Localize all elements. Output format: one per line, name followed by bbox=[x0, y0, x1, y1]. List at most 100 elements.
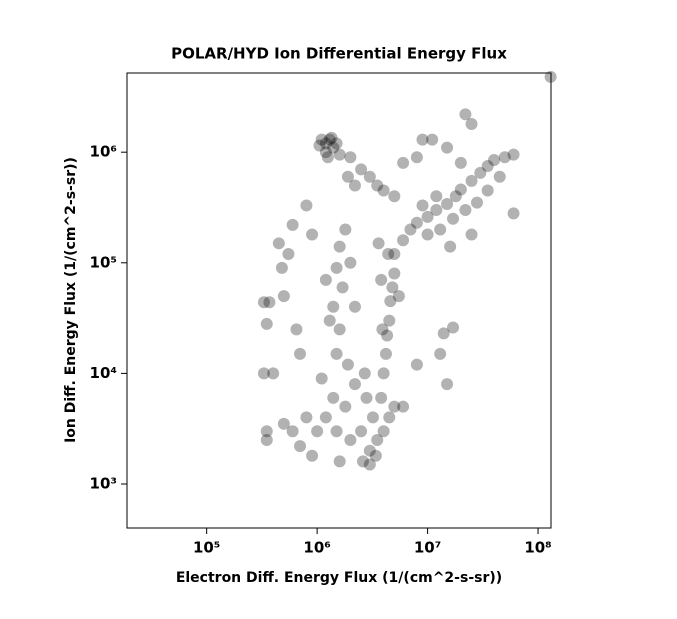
scatter-point bbox=[465, 174, 478, 187]
x-tick-label: 10⁵ bbox=[193, 539, 220, 557]
scatter-point bbox=[282, 248, 295, 261]
scatter-point bbox=[421, 210, 434, 223]
scatter-point bbox=[386, 281, 399, 294]
scatter-point bbox=[383, 314, 396, 327]
scatter-point bbox=[498, 151, 511, 164]
scatter-point bbox=[459, 204, 472, 217]
scatter-point bbox=[474, 166, 487, 179]
scatter-point bbox=[348, 378, 361, 391]
scatter-point bbox=[454, 183, 467, 196]
scatter-point bbox=[333, 148, 346, 161]
scatter-point bbox=[376, 323, 389, 336]
scatter-point bbox=[465, 228, 478, 241]
scatter-point bbox=[358, 367, 371, 380]
scatter-point bbox=[272, 237, 285, 250]
scatter-point bbox=[441, 198, 454, 211]
scatter-point bbox=[330, 425, 343, 438]
scatter-point bbox=[277, 417, 290, 430]
scatter-point bbox=[257, 367, 270, 380]
scatter-point bbox=[410, 151, 423, 164]
scatter-point bbox=[382, 248, 395, 261]
scatter-point bbox=[300, 199, 313, 212]
scatter-point bbox=[306, 228, 319, 241]
scatter-point bbox=[384, 295, 397, 308]
scatter-point bbox=[447, 212, 460, 225]
scatter-point bbox=[381, 329, 394, 342]
x-axis-label: Electron Diff. Energy Flux (1/(cm^2-s-sr… bbox=[176, 570, 502, 586]
scatter-point bbox=[339, 223, 352, 236]
scatter-point bbox=[388, 248, 401, 261]
scatter-point bbox=[377, 425, 390, 438]
scatter-point bbox=[454, 156, 467, 169]
x-tick-label: 10⁶ bbox=[303, 539, 330, 557]
scatter-point bbox=[377, 184, 390, 197]
scatter-point bbox=[294, 347, 307, 360]
scatter-point bbox=[286, 218, 299, 231]
scatter-point bbox=[344, 256, 357, 269]
scatter-point bbox=[379, 347, 392, 360]
scatter-point bbox=[397, 400, 410, 413]
scatter-point bbox=[311, 425, 324, 438]
scatter-point bbox=[366, 411, 379, 424]
scatter-point bbox=[355, 425, 368, 438]
scatter-point bbox=[356, 455, 369, 468]
scatter-point bbox=[286, 425, 299, 438]
scatter-point bbox=[481, 184, 494, 197]
scatter-point bbox=[360, 391, 373, 404]
scatter-point bbox=[416, 199, 429, 212]
scatter-point bbox=[371, 179, 384, 192]
scatter-point bbox=[330, 347, 343, 360]
scatter-point bbox=[330, 137, 343, 150]
scatter-point bbox=[377, 367, 390, 380]
scatter-point bbox=[372, 237, 385, 250]
scatter-point bbox=[363, 170, 376, 183]
plot-frame bbox=[126, 72, 552, 529]
scatter-point bbox=[333, 240, 346, 253]
scatter-point bbox=[430, 190, 443, 203]
scatter-point bbox=[437, 327, 450, 340]
scatter-point bbox=[260, 425, 273, 438]
scatter-point bbox=[330, 261, 343, 274]
scatter-point bbox=[323, 314, 336, 327]
scatter-point bbox=[434, 223, 447, 236]
scatter-point bbox=[306, 449, 319, 462]
scatter-point bbox=[263, 296, 276, 309]
scatter-point bbox=[325, 131, 338, 144]
y-tick-label: 10⁵ bbox=[90, 253, 117, 271]
scatter-point bbox=[388, 267, 401, 280]
scatter-point bbox=[488, 153, 501, 166]
scatter-point bbox=[348, 179, 361, 192]
scatter-point bbox=[341, 358, 354, 371]
y-tick-label: 10⁶ bbox=[90, 143, 117, 161]
scatter-point bbox=[355, 163, 368, 176]
scatter-point bbox=[507, 207, 520, 220]
scatter-point bbox=[300, 411, 313, 424]
scatter-point bbox=[421, 228, 434, 241]
scatter-point bbox=[260, 317, 273, 330]
scatter-point bbox=[430, 204, 443, 217]
scatter-point bbox=[323, 133, 336, 146]
x-tick-label: 10⁸ bbox=[524, 539, 551, 557]
scatter-point bbox=[410, 358, 423, 371]
scatter-point bbox=[327, 300, 340, 313]
scatter-point bbox=[277, 290, 290, 303]
scatter-point bbox=[441, 378, 454, 391]
y-axis-label: Ion Diff. Energy Flux (1/(cm^2-s-sr)) bbox=[63, 157, 79, 443]
scatter-point bbox=[416, 133, 429, 146]
scatter-point bbox=[449, 190, 462, 203]
scatter-point bbox=[397, 156, 410, 169]
scatter-point bbox=[544, 70, 557, 83]
scatter-point bbox=[294, 440, 307, 453]
scatter-point bbox=[465, 117, 478, 130]
scatter-point bbox=[375, 273, 388, 286]
scatter-point bbox=[257, 296, 270, 309]
scatter-point bbox=[341, 170, 354, 183]
scatter-point bbox=[459, 108, 472, 121]
scatter-point bbox=[507, 148, 520, 161]
scatter-point bbox=[321, 151, 334, 164]
scatter-point bbox=[375, 391, 388, 404]
chart-title: POLAR/HYD Ion Differential Energy Flux bbox=[171, 45, 507, 63]
scatter-point bbox=[315, 133, 328, 146]
scatter-point bbox=[369, 449, 382, 462]
